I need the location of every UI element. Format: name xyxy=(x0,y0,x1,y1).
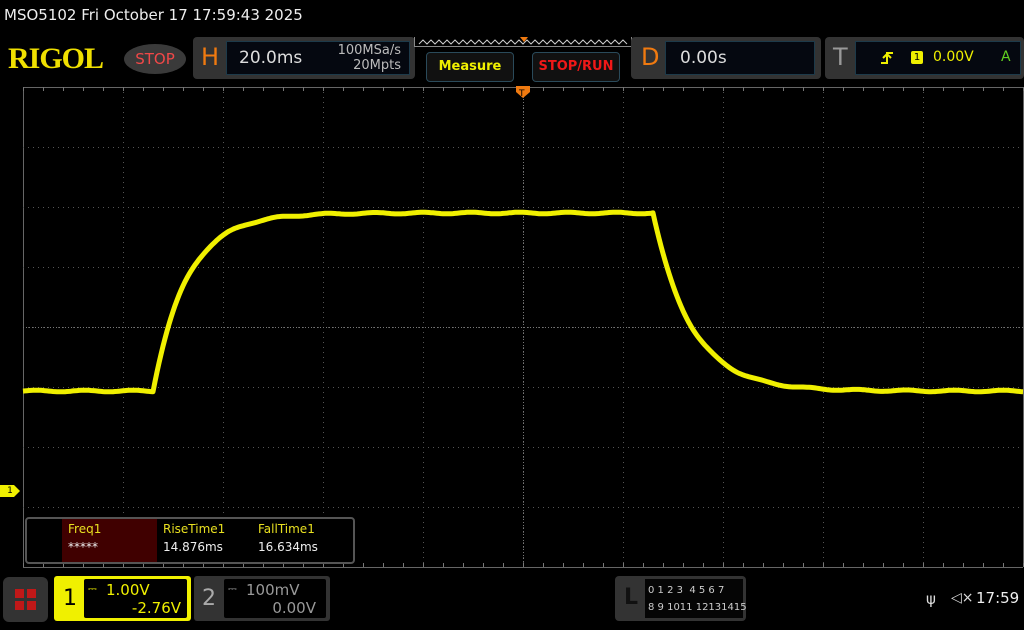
measurement-panel: Freq1 ***** RiseTime1 14.876ms FallTime1… xyxy=(25,517,355,564)
waveform-position-bar xyxy=(414,37,632,47)
channel-2-number: 2 xyxy=(202,586,216,611)
delay-label: D xyxy=(641,43,660,71)
status-title: MSO5102 Fri October 17 17:59:43 2025 xyxy=(4,6,303,24)
graticule xyxy=(23,87,1024,568)
logic-panel[interactable]: L 0 1 2 3 4 5 6 7 8 9 1011 12131415 xyxy=(615,576,747,621)
trigger-source-badge: 1 xyxy=(911,51,923,64)
channel-1-scale: 1.00V xyxy=(106,581,150,599)
measure-button[interactable]: Measure xyxy=(426,52,514,82)
memory-depth: 20Mpts xyxy=(353,58,401,73)
delay-value: 0.00s xyxy=(680,48,727,68)
sample-rate: 100MSa/s xyxy=(337,43,401,58)
trigger-level: 0.00V xyxy=(933,49,974,65)
mute-icon[interactable]: ◁× xyxy=(951,590,974,606)
trigger-panel[interactable]: T 1 0.00V A xyxy=(825,37,1024,79)
trigger-mode: A xyxy=(1001,49,1011,65)
trigger-label: T xyxy=(833,43,848,71)
timebase-value: 20.0ms xyxy=(239,48,303,68)
channel-1-ground-marker[interactable]: 1 xyxy=(0,485,20,497)
channel-1-offset: -2.76V xyxy=(131,599,181,617)
channel-1-panel[interactable]: 1 ⎓ 1.00V -2.76V xyxy=(54,576,191,621)
trigger-position-icon xyxy=(520,37,528,42)
horizontal-info: 20.0ms 100MSa/s 20Mpts xyxy=(226,41,410,75)
dc-coupling-icon: ⎓ xyxy=(228,582,237,595)
logic-channels-row2: 8 9 1011 12131415 xyxy=(648,602,747,613)
clock: 17:59 xyxy=(976,589,1020,607)
stop-run-button[interactable]: STOP/RUN xyxy=(532,52,620,82)
usb-icon: ψ xyxy=(926,590,936,608)
channel-2-scale: 100mV xyxy=(246,581,300,599)
run-state-badge: STOP xyxy=(124,44,186,74)
measurement-falltime1: FallTime1 16.634ms xyxy=(258,522,318,554)
trigger-time-marker-icon xyxy=(516,86,530,98)
horizontal-label: H xyxy=(201,43,220,71)
channel-1-number: 1 xyxy=(63,586,77,611)
channel-2-offset: 0.00V xyxy=(272,599,316,617)
menu-grid-icon xyxy=(15,589,36,610)
horizontal-panel[interactable]: H 20.0ms 100MSa/s 20Mpts xyxy=(193,37,415,79)
delay-panel[interactable]: D 0.00s xyxy=(631,37,821,79)
measurement-freq1: Freq1 ***** xyxy=(62,519,157,562)
dc-coupling-icon: ⎓ xyxy=(88,582,97,595)
channel-1-trace xyxy=(22,209,1024,395)
rigol-logo: RIGOL xyxy=(8,42,104,75)
channel-2-panel[interactable]: 2 ⎓ 100mV 0.00V xyxy=(194,576,330,621)
logic-channels-row1: 0 1 2 3 4 5 6 7 xyxy=(648,585,725,596)
svg-text:T: T xyxy=(518,89,525,99)
main-menu-button[interactable] xyxy=(3,577,48,622)
waveform-display[interactable]: T xyxy=(0,86,1024,570)
logic-label: L xyxy=(624,585,639,610)
measurement-risetime1: RiseTime1 14.876ms xyxy=(163,522,226,554)
rising-edge-icon xyxy=(881,52,893,64)
